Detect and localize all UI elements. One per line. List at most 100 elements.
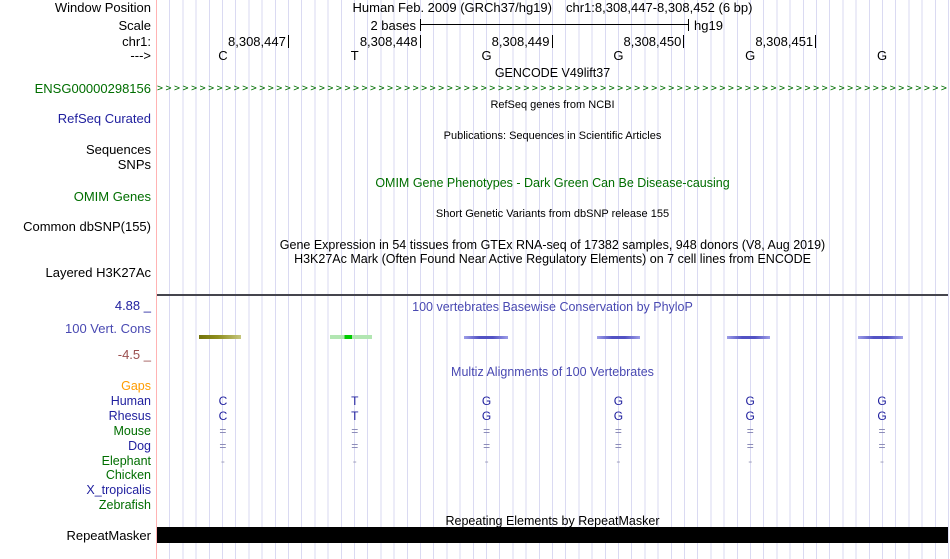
conservation-track-title[interactable]: 100 vertebrates Basewise Conservation by… — [412, 300, 693, 314]
repeatmasker-track-title[interactable]: Repeating Elements by RepeatMasker — [445, 514, 660, 528]
species-track-label[interactable]: Rhesus — [108, 408, 151, 423]
alignment-row-mouse[interactable]: Mouse = = = = = = — [0, 424, 950, 439]
alignment-row-human[interactable]: Human C T G G G G — [0, 394, 950, 409]
publications-track-title[interactable]: Publications: Sequences in Scientific Ar… — [443, 130, 662, 142]
alignment-base: G — [613, 393, 624, 408]
refseq-track-title[interactable]: RefSeq genes from NCBI — [490, 99, 615, 111]
omim-track-label[interactable]: OMIM Genes — [73, 189, 151, 204]
dbsnp-track-label[interactable]: Common dbSNP(155) — [23, 219, 151, 234]
alignment-base: G — [877, 408, 887, 423]
species-track-label[interactable]: Mouse — [113, 423, 151, 438]
alignment-row-rhesus[interactable]: Rhesus C T G G G G — [0, 409, 950, 424]
alignment-row-chicken[interactable]: Chicken — [0, 468, 950, 483]
alignment-row-elephant[interactable]: Elephant - - - - - - — [0, 454, 950, 469]
assembly-name: Human Feb. 2009 (GRCh37/hg19) — [352, 0, 552, 15]
alignment-base — [552, 498, 684, 513]
conservation-max-tick: 4.88 _ — [114, 298, 151, 313]
multiz-track-title[interactable]: Multiz Alignments of 100 Vertebrates — [451, 365, 654, 379]
alignment-base: - — [220, 453, 225, 468]
refseq-track-label[interactable]: RefSeq Curated — [57, 111, 151, 126]
conservation-mark[interactable] — [597, 336, 640, 339]
scale-ruler — [420, 19, 689, 31]
species-track-label[interactable]: Dog — [128, 438, 151, 453]
alignment-base: = — [746, 438, 754, 453]
alignment-base — [684, 498, 816, 513]
alignment-row-zebrafish[interactable]: Zebrafish — [0, 498, 950, 513]
repeatmasker-track-label[interactable]: RepeatMasker — [66, 528, 151, 543]
conservation-mark[interactable] — [199, 335, 241, 339]
scale-assembly-tag: hg19 — [694, 18, 723, 33]
alignment-base — [421, 468, 553, 483]
alignment-row-gaps[interactable]: Gaps — [0, 379, 950, 394]
reference-base: T — [350, 48, 359, 63]
alignment-base: G — [745, 393, 755, 408]
dbsnp-track-title[interactable]: Short Genetic Variants from dbSNP releas… — [435, 208, 670, 220]
alignment-cells: = = = = = = — [157, 424, 948, 439]
h3k27ac-track-label[interactable]: Layered H3K27Ac — [45, 265, 151, 280]
gencode-gene-label[interactable]: ENSG00000298156 — [34, 81, 151, 96]
species-track-label[interactable]: Human — [110, 393, 151, 408]
species-track-label[interactable]: Chicken — [105, 468, 151, 483]
alignment-base — [289, 498, 421, 513]
alignment-base: T — [351, 408, 359, 423]
alignment-base — [289, 483, 421, 498]
chromosome-label: chr1: — [122, 34, 151, 49]
alignment-base — [289, 468, 421, 483]
coordinate-label: 8,308,451 — [755, 35, 817, 48]
species-track-label[interactable]: X_tropicalis — [86, 483, 151, 498]
window-position-label: Window Position — [54, 0, 151, 15]
scale-label: Scale — [118, 18, 151, 33]
alignment-base: - — [880, 453, 885, 468]
h3k27ac-track-title[interactable]: H3K27Ac Mark (Often Found Near Active Re… — [294, 252, 811, 266]
alignment-base — [552, 379, 684, 394]
conservation-mark[interactable] — [727, 336, 770, 339]
conservation-min-tick: -4.5 _ — [117, 347, 151, 362]
alignment-base — [684, 483, 816, 498]
coordinate-label: 8,308,448 — [360, 35, 421, 48]
alignment-cells: = = = = = = — [157, 439, 948, 454]
alignment-base — [157, 483, 289, 498]
gtex-track-title[interactable]: Gene Expression in 54 tissues from GTEx … — [279, 238, 826, 252]
omim-track-title[interactable]: OMIM Gene Phenotypes - Dark Green Can Be… — [375, 176, 730, 190]
reference-base: C — [218, 48, 228, 63]
reference-base: G — [745, 48, 756, 63]
species-track-label[interactable]: Zebrafish — [98, 498, 151, 513]
conservation-mark[interactable] — [858, 336, 903, 339]
coordinate-label: 8,308,447 — [228, 35, 289, 48]
alignment-cells — [157, 468, 948, 483]
alignment-base: = — [219, 438, 227, 453]
alignment-row-x_tropicalis[interactable]: X_tropicalis — [0, 483, 950, 498]
alignment-base: T — [351, 393, 359, 408]
alignment-base: = — [351, 438, 359, 453]
conservation-track-topline — [157, 294, 948, 296]
species-track-label[interactable]: Elephant — [101, 453, 151, 468]
alignment-base: = — [614, 438, 622, 453]
alignment-base — [816, 483, 948, 498]
conservation-mark[interactable] — [330, 335, 372, 339]
species-track-label[interactable]: Gaps — [121, 379, 151, 393]
data-area-grid — [156, 0, 950, 559]
sequences-track-label[interactable]: Sequences — [85, 142, 151, 157]
gene-strand-arrows[interactable]: >>>>>>>>>>>>>>>>>>>>>>>>>>>>>>>>>>>>>>>>… — [157, 83, 948, 94]
window-position-value: Human Feb. 2009 (GRCh37/hg19) chr1:8,308… — [157, 1, 948, 15]
position-range: chr1:8,308,447-8,308,452 (6 bp) — [565, 0, 753, 15]
alignment-base — [816, 379, 948, 394]
alignment-row-dog[interactable]: Dog = = = = = = — [0, 439, 950, 454]
alignment-cells — [157, 483, 948, 498]
alignment-base — [684, 468, 816, 483]
repeat-element-bar[interactable] — [157, 527, 948, 543]
snps-track-label[interactable]: SNPs — [117, 157, 151, 172]
alignment-base — [157, 498, 289, 513]
alignment-base — [157, 379, 289, 394]
conservation-track-label[interactable]: 100 Vert. Cons — [65, 321, 151, 336]
alignment-base: = — [878, 423, 886, 438]
reference-base: G — [613, 48, 624, 63]
conservation-mark[interactable] — [464, 336, 508, 339]
alignment-base — [552, 468, 684, 483]
alignment-base — [816, 498, 948, 513]
gencode-track-title[interactable]: GENCODE V49lift37 — [494, 66, 611, 80]
alignment-base — [421, 498, 553, 513]
